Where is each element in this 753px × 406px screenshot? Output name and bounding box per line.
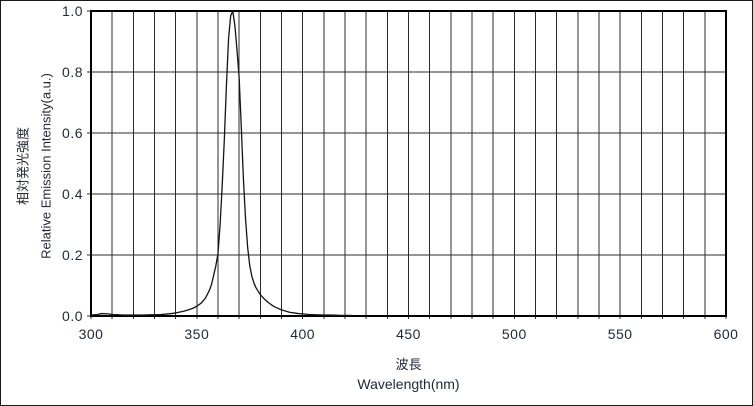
y-tick-label: 0.2 [62,247,83,263]
plot-border [90,10,727,317]
y-tick-label: 0.6 [62,125,83,141]
y-tick-label: 0.8 [62,64,83,80]
x-tick-label: 350 [184,326,210,342]
x-axis-title-english: Wavelength(nm) [357,376,460,392]
y-axis-title-english: Relative Emission Intensity(a.u.) [38,73,54,259]
x-tick-label: 400 [290,326,316,342]
x-tick-label: 600 [713,326,739,342]
y-tick-label: 0.0 [62,308,83,324]
x-tick-label: 450 [396,326,421,342]
x-tick-label: 550 [607,326,633,342]
x-tick-label: 300 [78,326,104,342]
emission-spectrum-plot [87,10,727,319]
emission-curve [90,10,353,317]
y-tick-label: 0.4 [62,186,83,202]
plot-area [87,10,727,319]
x-axis-title-japanese: 波長 [395,357,422,372]
x-tick-label: 500 [501,326,527,342]
y-axis-title-japanese: 相対発光強度 [15,126,31,206]
y-tick-label: 1.0 [62,3,83,19]
